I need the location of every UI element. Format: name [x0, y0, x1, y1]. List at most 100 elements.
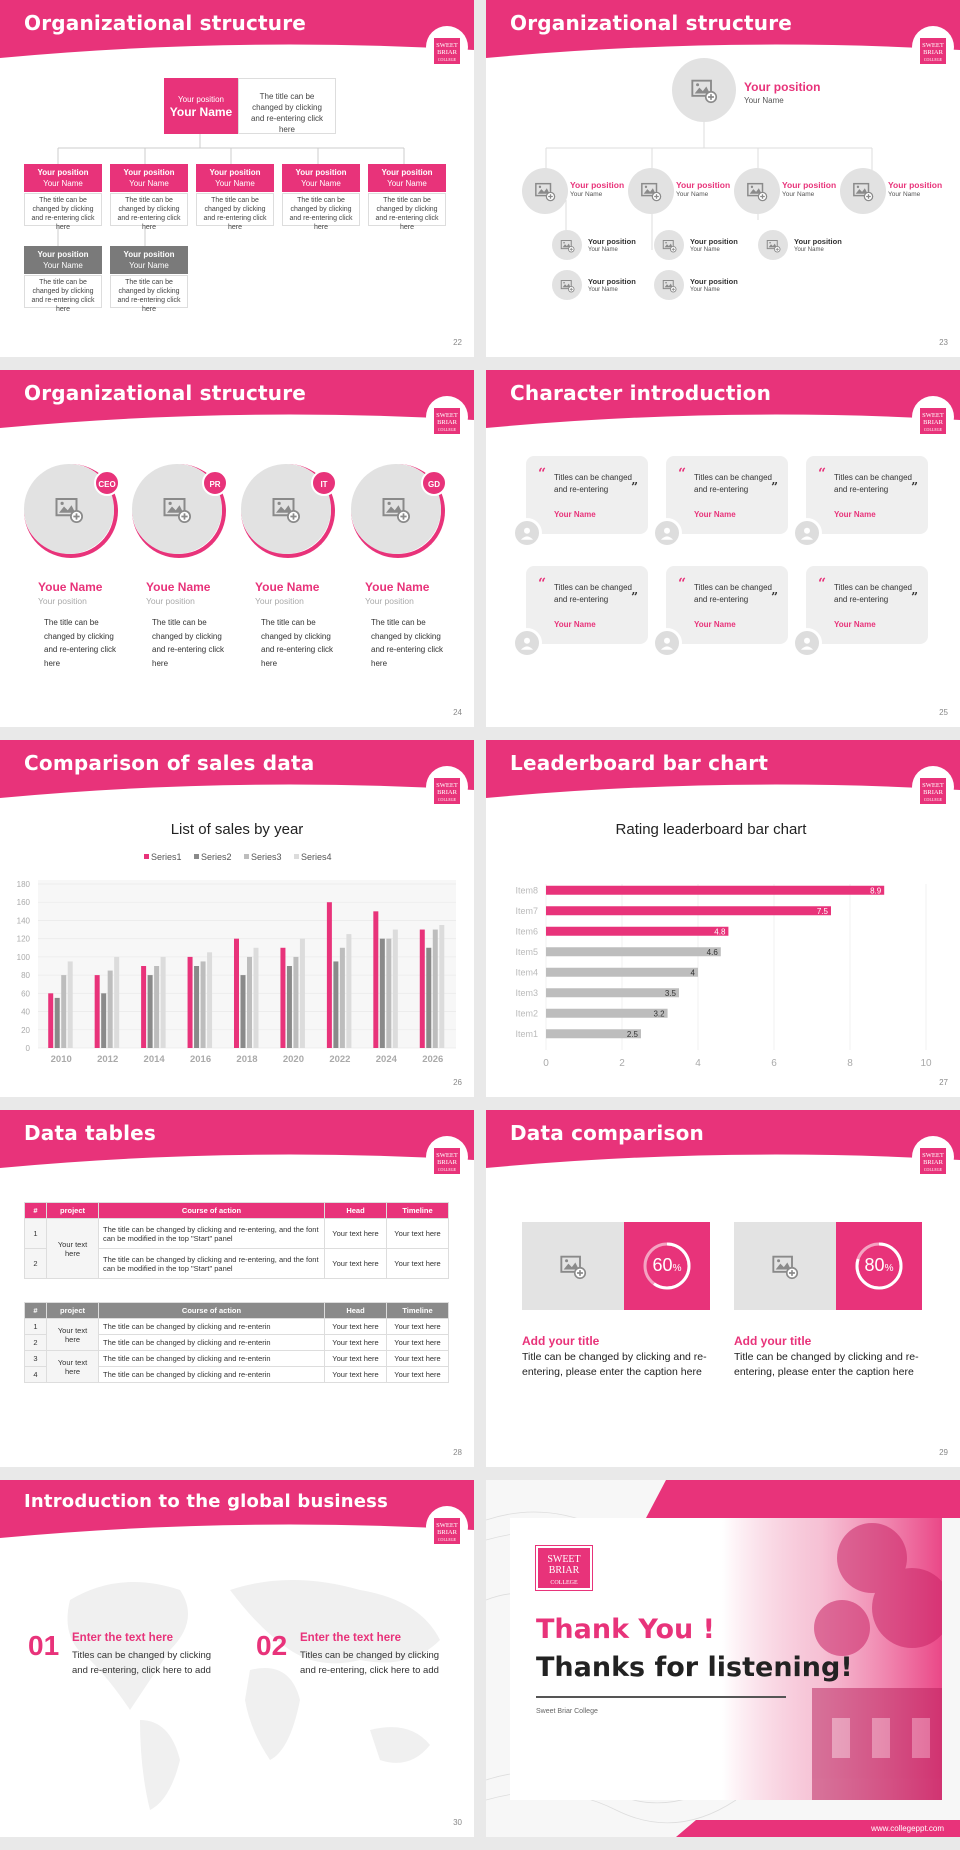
page-number: 24	[453, 708, 462, 717]
page-number: 30	[453, 1818, 462, 1827]
slide-thanks[interactable]: SWEET BRIAR COLLEGE Thank You ! Thanks for…	[486, 1480, 960, 1837]
bar-series2-2026	[426, 947, 432, 1048]
header-band	[0, 1110, 474, 1168]
person-card[interactable]: GD Youe Name Your position The title can be…	[351, 464, 451, 704]
position-desc: The title can be changed by clicking and…	[24, 193, 102, 231]
x-tick-label: 2020	[283, 1054, 304, 1065]
org-sub-node[interactable]: Your position Your Name	[758, 230, 858, 262]
slide-title: Comparison of sales data	[24, 751, 315, 775]
name-label: Your Name	[690, 287, 720, 293]
slide-data-comparison[interactable]: Data comparison SWEET BRIAR COLLEGE 60% Add…	[486, 1110, 960, 1467]
project-cell: Your text here	[46, 1218, 99, 1279]
org-sub-node[interactable]: Your position Your Name	[552, 270, 652, 302]
org-node[interactable]: Your position Your Name	[734, 168, 844, 216]
timeline-cell: Your text here	[386, 1248, 449, 1279]
slide-character-intro[interactable]: Character introduction SWEET BRIAR COLLEGE…	[486, 370, 960, 727]
person-card[interactable]: CEO Youe Name Your position The title can b…	[24, 464, 124, 704]
person-desc: The title can be changed by clicking and…	[44, 618, 117, 668]
world-map-image	[67, 1580, 440, 1810]
timeline-cell: Your text here	[386, 1334, 449, 1351]
position-box[interactable]: Your position Your Name	[110, 246, 188, 274]
org-node[interactable]: Your position Your Name	[522, 168, 632, 216]
table-row[interactable]: 4 The title can be changed by clicking a…	[24, 1366, 449, 1383]
position-box[interactable]: Your position Your Name	[196, 164, 274, 192]
person-card[interactable]: PR Youe Name Your position The title can be…	[132, 464, 232, 704]
table-row[interactable]: 1 Your text here The title can be change…	[24, 1318, 449, 1351]
action-cell: The title can be changed by clicking and…	[98, 1366, 325, 1383]
chart-title: List of sales by year	[171, 821, 304, 838]
org-sub-node[interactable]: Your position Your Name	[654, 230, 754, 262]
x-tick-label: 2010	[51, 1054, 72, 1065]
person-card[interactable]: IT Youe Name Your position The title can be…	[241, 464, 341, 704]
bar-item3	[546, 988, 679, 998]
avatar-circle	[734, 168, 780, 214]
y-tick-label: 20	[21, 1026, 30, 1035]
y-tick-label: 80	[21, 971, 30, 980]
org-node[interactable]: Your position Your Name	[840, 168, 950, 216]
item-text: Title can be changed by clicking and re-…	[734, 1351, 919, 1378]
slide-org-structure-1[interactable]: Organizational structure SWEET BRIAR COLLE…	[0, 0, 474, 357]
bar-series4-2020	[299, 938, 305, 1048]
avatar	[512, 628, 542, 658]
slide-title: Data tables	[24, 1121, 157, 1145]
top-desc-box: The title can be changed by clicking and…	[238, 78, 336, 134]
website-link[interactable]: www.collegeppt.com	[871, 1824, 944, 1833]
quote-card[interactable]: “ Titles can be changed and re-entering” Y…	[526, 566, 648, 644]
quote-card[interactable]: “ Titles can be changed and re-entering” Y…	[806, 456, 928, 534]
role-badge: PR	[202, 470, 228, 496]
position-box[interactable]: Your position Your Name	[368, 164, 446, 192]
position-box[interactable]: Your position Your Name	[24, 246, 102, 274]
person-desc: The title can be changed by clicking and…	[152, 618, 225, 668]
position-box[interactable]: Your position Your Name	[110, 164, 188, 192]
header-cell: Head	[324, 1302, 387, 1319]
avatar	[652, 628, 682, 658]
quote-author: Your Name	[554, 510, 596, 519]
bar-series4-2016	[207, 952, 213, 1048]
quote-card[interactable]: “ Titles can be changed and re-entering” Y…	[666, 566, 788, 644]
page-number: 25	[939, 708, 948, 717]
quote-card[interactable]: “ Titles can be changed and re-entering” Y…	[806, 566, 928, 644]
position-label: Your position	[123, 168, 175, 177]
bar-series4-2022	[346, 934, 352, 1048]
table-row[interactable]: 1 Your text here The title can be change…	[24, 1218, 449, 1279]
name-label: Your Name	[588, 287, 618, 293]
table-row[interactable]: 2 The title can be changed by clicking a…	[24, 1248, 449, 1279]
row-number: 1	[24, 1318, 47, 1335]
quote-card[interactable]: “ Titles can be changed and re-entering” Y…	[526, 456, 648, 534]
bar-series2-2016	[194, 966, 200, 1048]
top-node[interactable]: Your position Your Name	[672, 58, 932, 124]
slide-org-structure-2[interactable]: Organizational structure SWEET BRIAR COLLE…	[486, 0, 960, 357]
quote-card[interactable]: “ Titles can be changed and re-entering” Y…	[666, 456, 788, 534]
data-label: 3.5	[665, 989, 677, 998]
position-desc: The title can be changed by clicking and…	[110, 193, 188, 231]
top-position-box[interactable]: Your position Your Name	[164, 78, 238, 134]
action-cell: The title can be changed by clicking and…	[98, 1318, 325, 1335]
org-node[interactable]: Your position Your Name	[628, 168, 738, 216]
position-box[interactable]: Your position Your Name	[282, 164, 360, 192]
slide-org-structure-3[interactable]: Organizational structure SWEET BRIAR COLLE…	[0, 370, 474, 727]
timeline-cell: Your text here	[386, 1350, 449, 1367]
x-tick-label: 2026	[422, 1054, 443, 1065]
bar-series3-2010	[61, 975, 67, 1048]
table-row[interactable]: 3 Your text here The title can be change…	[24, 1350, 449, 1383]
slide-sales-comparison[interactable]: Comparison of sales data SWEET BRIAR COLLE…	[0, 740, 474, 1097]
open-quote-icon: “	[538, 466, 547, 482]
avatar	[652, 518, 682, 548]
name-label: Your Name	[782, 191, 815, 198]
org-sub-node[interactable]: Your position Your Name	[654, 270, 754, 302]
position-box[interactable]: Your position Your Name	[24, 164, 102, 192]
divider	[536, 1696, 786, 1698]
data-label: 4.8	[714, 927, 726, 936]
sales-bar-chart: List of sales by year Series1 Series2 Serie…	[17, 821, 456, 1065]
item-number: 01	[28, 1630, 60, 1661]
header-band	[0, 1480, 474, 1538]
leaderboard-bar-chart: Rating leaderboard bar chart 0 2 4 6 8 10 Item8…	[515, 821, 932, 1069]
slide-global-business[interactable]: Introduction to the global business SWEE…	[0, 1480, 474, 1837]
y-tick-label: Item5	[515, 947, 538, 957]
slide-data-tables[interactable]: Data tables SWEET BRIAR COLLEGE # project …	[0, 1110, 474, 1467]
org-sub-node[interactable]: Your position Your Name	[552, 230, 652, 262]
x-tick-label: 2018	[236, 1054, 257, 1065]
x-tick-label: 8	[847, 1058, 853, 1069]
slide-leaderboard[interactable]: Leaderboard bar chart SWEET BRIAR COLLEGE …	[486, 740, 960, 1097]
name-label: Your Name	[588, 247, 618, 253]
